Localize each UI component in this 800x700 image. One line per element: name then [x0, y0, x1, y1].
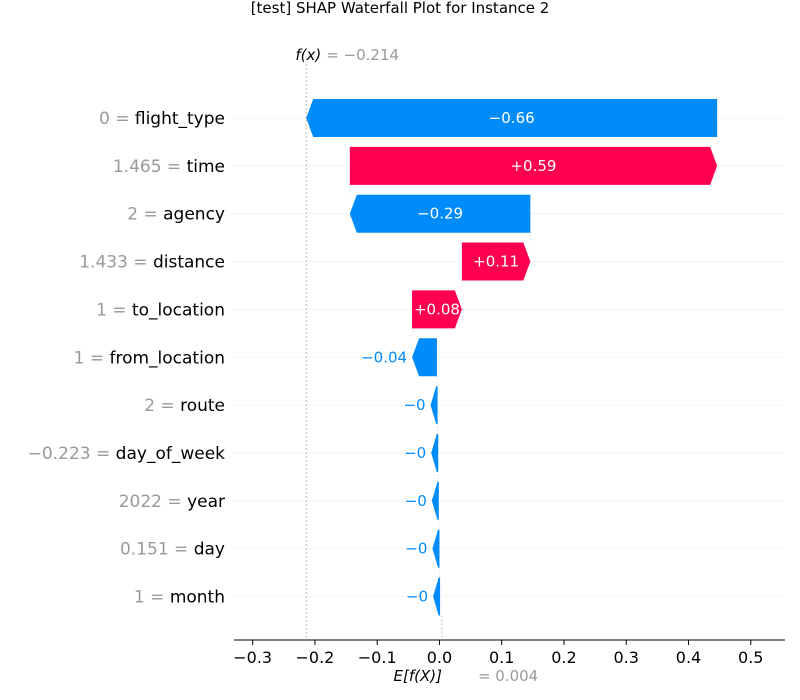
x-axis-ticks: −0.3 −0.2 −0.1 0.0 0.1 0.2 0.3 0.4 0.5: [233, 640, 763, 667]
bar-value-label: +0.59: [510, 157, 556, 175]
shap-bar: [431, 433, 439, 472]
feature-label: 1.465 = time: [113, 157, 225, 177]
x-tick-label: 0.0: [427, 648, 452, 667]
feature-name: distance: [153, 253, 225, 273]
bar-value-label: −0: [404, 444, 426, 462]
bar-value-label: +0.11: [473, 253, 519, 271]
feature-name: agency: [163, 205, 225, 225]
feature-name: year: [187, 492, 225, 512]
feature-equals: =: [128, 253, 153, 273]
feature-name: day_of_week: [116, 444, 225, 464]
feature-equals: =: [138, 205, 163, 225]
shap-bar: [433, 577, 441, 616]
x-tick-label: 0.2: [551, 648, 576, 667]
fx-label: f(x): [295, 46, 321, 64]
feature-name: from_location: [109, 348, 225, 368]
x-tick-label: 0.5: [738, 648, 763, 667]
feature-name: day: [194, 540, 225, 560]
feature-name: to_location: [132, 300, 225, 320]
feature-label: 2022 = year: [119, 492, 225, 512]
x-tick-label: −0.1: [358, 648, 397, 667]
feature-label: 1 = from_location: [74, 348, 225, 368]
bar-value-label: −0: [405, 492, 427, 510]
feature-equals: =: [169, 540, 194, 560]
bar-value-label: −0.66: [489, 109, 535, 127]
row-gridlines: [234, 117, 785, 597]
shap-bar: [349, 194, 531, 233]
feature-label: 2 = route: [144, 396, 225, 416]
x-tick-label: 0.4: [676, 648, 701, 667]
bar-value-label: −0.04: [361, 348, 407, 366]
feature-equals: =: [84, 348, 109, 368]
shap-bar: [461, 242, 531, 281]
x-tick-label: 0.3: [614, 648, 639, 667]
feature-value: 1.433: [79, 253, 128, 273]
base-value-label: E[f(X)]: [393, 667, 442, 685]
feature-value: 1: [74, 348, 85, 368]
feature-equals: =: [91, 444, 116, 464]
feature-label: −0.223 = day_of_week: [28, 444, 225, 464]
feature-name: month: [170, 588, 225, 608]
shap-bar: [412, 338, 437, 377]
base-value-text: = 0.004: [478, 667, 538, 685]
feature-equals: =: [145, 588, 170, 608]
feature-name: time: [187, 157, 225, 177]
bar-value-label: −0: [403, 396, 425, 414]
bar-value-label: −0.29: [417, 205, 463, 223]
feature-value: 2022: [119, 492, 162, 512]
feature-equals: =: [107, 300, 132, 320]
shap-bar: [431, 481, 439, 520]
feature-name: flight_type: [135, 109, 225, 129]
feature-value: 2: [144, 396, 155, 416]
shap-bar: [349, 146, 718, 185]
shap-bar: [430, 386, 438, 425]
shap-bar: [432, 529, 440, 568]
bar-value-label: +0.08: [414, 300, 460, 318]
bars: −0.66 +0.59 −0.29 +0.11 +0.08 −0.04 −0 −0 −0 −0 −0: [306, 99, 718, 616]
shap-bar: [306, 99, 718, 137]
feature-value: 2: [127, 205, 138, 225]
base-value-annotation: E[f(X)] = 0.004: [393, 667, 538, 685]
x-tick-label: 0.1: [489, 648, 514, 667]
feature-value: 1.465: [113, 157, 162, 177]
shap-bar: [412, 290, 462, 329]
bar-value-label: −0: [405, 540, 427, 558]
feature-name: route: [180, 396, 225, 416]
bar-value-label: −0: [406, 588, 428, 606]
fx-value: = −0.214: [326, 46, 399, 64]
feature-equals: =: [162, 492, 187, 512]
feature-equals: =: [110, 109, 135, 129]
feature-label: 2 = agency: [127, 205, 225, 225]
feature-value: 1: [96, 300, 107, 320]
feature-label: 0.151 = day: [120, 540, 225, 560]
feature-label: 1.433 = distance: [79, 253, 225, 273]
x-tick-label: −0.2: [296, 648, 335, 667]
feature-value: −0.223: [28, 444, 91, 464]
feature-label: 1 = to_location: [96, 300, 225, 320]
fx-annotation: f(x) = −0.214: [295, 46, 399, 64]
feature-equals: =: [155, 396, 180, 416]
feature-value: 0: [99, 109, 110, 129]
chart-title: [test] SHAP Waterfall Plot for Instance …: [251, 0, 550, 17]
x-tick-label: −0.3: [233, 648, 272, 667]
feature-value: 0.151: [120, 540, 169, 560]
feature-equals: =: [162, 157, 187, 177]
feature-label: 1 = month: [134, 588, 225, 608]
feature-labels: 0 = flight_type 1.465 = time 2 = agency 1.4…: [28, 109, 225, 608]
feature-value: 1: [134, 588, 145, 608]
feature-label: 0 = flight_type: [99, 109, 225, 129]
